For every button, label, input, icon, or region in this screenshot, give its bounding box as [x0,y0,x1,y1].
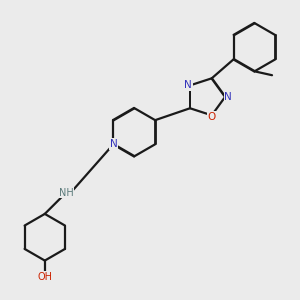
Text: O: O [208,112,216,122]
Text: N: N [110,139,117,149]
Text: OH: OH [37,272,52,282]
Text: N: N [224,92,232,102]
Text: NH: NH [59,188,74,197]
Text: N: N [184,80,192,90]
